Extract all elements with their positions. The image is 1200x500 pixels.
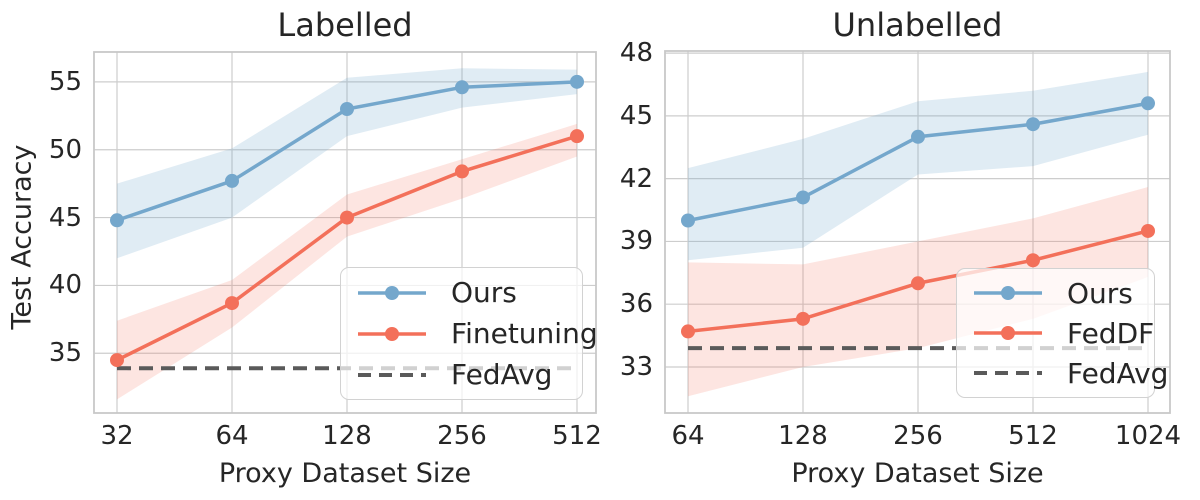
data-point	[1026, 253, 1040, 268]
legend-label: Ours	[451, 276, 517, 309]
chart-labelled: Labelled Test Accuracy 35 40 45 50 55 32 64 128…	[6, 6, 602, 489]
dashed-line-sample-icon	[974, 371, 1042, 375]
x-tick-label: 128	[322, 421, 372, 451]
data-point	[455, 164, 469, 179]
legend-item-ours: Ours	[355, 276, 572, 309]
x-tick-label: 32	[100, 421, 134, 451]
confidence-band-feddf	[688, 187, 1148, 397]
data-point	[340, 102, 354, 116]
series-markers-finetuning	[110, 129, 584, 368]
data-point	[340, 210, 354, 225]
data-point	[225, 173, 239, 188]
confidence-band-ours	[117, 68, 577, 259]
data-point	[570, 129, 584, 144]
data-point	[911, 276, 925, 291]
x-tick-label: 512	[1008, 421, 1058, 451]
data-point	[1026, 117, 1040, 132]
legend-unlabelled: Ours FedDF FedAvg	[956, 268, 1168, 398]
x-tick-label: 1024	[1114, 421, 1182, 451]
legend-label: Ours	[1067, 276, 1133, 310]
line-marker-sample-icon	[358, 326, 426, 341]
y-tick-label: 42	[619, 163, 653, 194]
plot-border	[93, 51, 597, 414]
line-marker-sample-icon	[974, 326, 1042, 340]
y-tick-label: 48	[619, 38, 653, 69]
x-tick-label: 256	[893, 421, 943, 451]
legend-item-fedavg: FedAvg	[355, 358, 572, 391]
data-point	[911, 129, 925, 144]
confidence-band-finetuning	[117, 123, 577, 400]
legend-label: FedAvg	[451, 358, 553, 391]
chart-unlabelled: Unlabelled 33 36 39 42 45 48 64 128 256 512 1024 P…	[600, 0, 1200, 500]
chart-title-unlabelled: Unlabelled	[832, 6, 1003, 44]
y-tick-label: 45	[48, 202, 82, 233]
x-axis-label-labelled: Proxy Dataset Size	[218, 458, 472, 489]
y-tick-label: 55	[48, 66, 82, 97]
y-tick-label: 45	[619, 100, 653, 131]
legend-item-feddf: FedDF	[971, 317, 1154, 350]
plot-border	[664, 50, 1171, 414]
data-point	[796, 190, 810, 205]
series-markers-feddf	[681, 223, 1155, 339]
x-tick-label: 64	[671, 421, 705, 451]
data-point	[110, 213, 124, 228]
data-point	[570, 74, 584, 89]
y-tick-label: 35	[48, 338, 82, 369]
y-tick-label: 39	[619, 226, 653, 257]
chart-title-labelled: Labelled	[277, 6, 413, 44]
legend-labelled: Ours Finetuning FedAvg	[340, 267, 598, 400]
line-marker-sample-icon	[358, 285, 426, 300]
legend-item-ours: Ours	[971, 277, 1144, 310]
data-point	[225, 296, 239, 311]
data-point	[110, 353, 124, 368]
y-tick-label: 36	[619, 289, 653, 320]
legend-item-fedavg: FedAvg	[971, 357, 1168, 390]
y-tick-label: 40	[48, 270, 82, 301]
dashed-line-sample-icon	[358, 372, 426, 377]
series-markers-ours	[110, 74, 584, 228]
data-point	[681, 324, 695, 339]
legend-label: Finetuning	[451, 317, 598, 350]
data-point	[1141, 96, 1155, 111]
y-axis-label: Test Accuracy	[6, 144, 38, 330]
x-tick-label: 128	[778, 421, 828, 451]
data-point	[455, 80, 469, 95]
x-axis-label-unlabelled: Proxy Dataset Size	[791, 458, 1044, 489]
y-tick-label: 33	[619, 351, 653, 382]
x-tick-label: 256	[437, 421, 487, 451]
data-point	[1141, 223, 1155, 238]
legend-label: FedAvg	[1067, 356, 1169, 390]
data-point	[796, 311, 810, 326]
line-marker-sample-icon	[974, 286, 1042, 300]
x-tick-label: 512	[552, 421, 602, 451]
y-tick-label: 50	[48, 134, 82, 165]
series-markers-ours	[681, 96, 1155, 228]
legend-label: FedDF	[1067, 316, 1155, 350]
data-point	[681, 213, 695, 228]
labelled-plot-area	[93, 51, 597, 414]
legend-item-finetuning: Finetuning	[355, 317, 598, 350]
x-tick-label: 64	[215, 421, 249, 451]
